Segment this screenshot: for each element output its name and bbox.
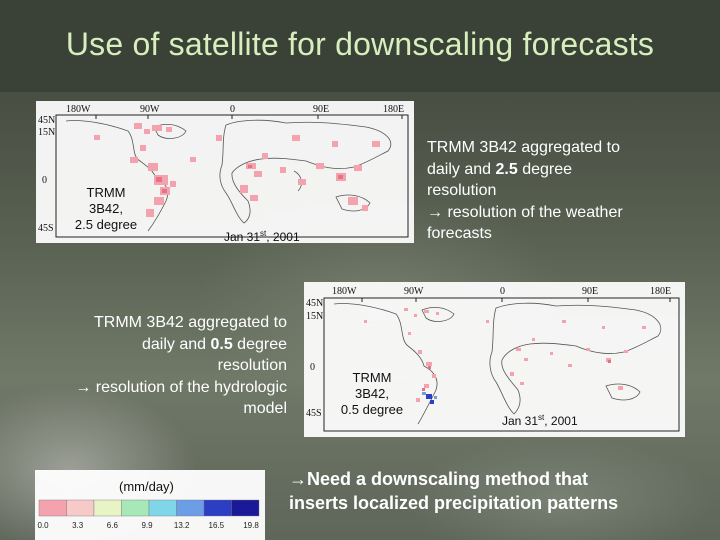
color-scale-tick-label: 3.3 — [72, 521, 84, 530]
precip-map-bottom — [323, 297, 680, 432]
precip-map-top — [55, 114, 409, 238]
map-bottom-label: TRMM 3B42, 0.5 degree — [336, 370, 408, 418]
color-scale-swatch — [203, 499, 232, 517]
map-bottom-lon-90e: 90E — [582, 286, 599, 297]
color-scale-swatch — [93, 499, 122, 517]
map-bottom-lon-180e: 180E — [650, 286, 672, 297]
color-scale-unit: (mm/day) — [119, 479, 174, 494]
map-bottom-lon-0: 0 — [500, 286, 505, 297]
color-scale-tick-label: 9.9 — [141, 521, 153, 530]
color-scale-tick-label: 16.5 — [209, 521, 225, 530]
map-top-date: Jan 31st, 2001 — [224, 229, 300, 244]
map-bottom-lon-180w: 180W — [332, 286, 357, 297]
text-weather-resolution: TRMM 3B42 aggregated to daily and 2.5 de… — [427, 139, 623, 242]
color-scale-swatch — [176, 499, 205, 517]
conclusion-text: →Need a downscaling method that inserts … — [289, 469, 619, 513]
color-scale-tick-label: 0.0 — [37, 521, 49, 530]
map-bottom-date: Jan 31st, 2001 — [502, 413, 578, 428]
color-scale-bar: 0.0 3.3 6.6 9.9 13.2 16.5 19.8 — [37, 499, 260, 530]
map-top-lon-180w: 180W — [66, 104, 91, 115]
color-scale-tick-label: 13.2 — [174, 521, 190, 530]
text-hydrologic-resolution: TRMM 3B42 aggregated to daily and 0.5 de… — [75, 314, 287, 417]
map-top-lat-45s: 45S — [38, 223, 54, 234]
map-top-lat-45n: 45N — [38, 115, 56, 126]
color-scale-swatch — [38, 499, 67, 517]
map-top-label: TRMM 3B42, 2.5 degree — [70, 185, 142, 233]
map-top-lat-0: 0 — [42, 175, 47, 186]
map-top-lon-90w: 90W — [140, 104, 160, 115]
map-top-label-line3: 2.5 degree — [74, 217, 138, 232]
color-scale-swatch — [148, 499, 177, 517]
map-bottom-panel: 180W 90W 0 90E 180E 45N 15N 0 45S TRMM 3… — [304, 282, 685, 437]
map-top-lon-180e: 180E — [383, 104, 405, 115]
map-bottom-label-line2: 3B42, — [355, 386, 389, 401]
color-scale-tick-label: 6.6 — [107, 521, 119, 530]
color-scale-swatch — [231, 499, 260, 517]
map-bottom-lat-15n: 15N — [306, 311, 324, 322]
map-bottom-label-line1: TRMM — [352, 370, 392, 385]
color-scale-swatch — [121, 499, 150, 517]
slide-title: Use of satellite for downscaling forecas… — [65, 26, 655, 62]
map-bottom-lon-90w: 90W — [404, 286, 424, 297]
map-top-label-line2: 3B42, — [89, 201, 123, 216]
color-scale-tick-label: 19.8 — [243, 521, 259, 530]
map-top-panel: 180W 90W 0 90E 180E 45N 15N 0 45S TRMM 3… — [36, 101, 414, 244]
color-scale-legend: (mm/day) 0.0 3.3 6.6 9.9 13.2 16.5 19.8 — [35, 470, 265, 540]
map-bottom-lat-0: 0 — [310, 362, 315, 373]
map-top-lon-0: 0 — [230, 104, 235, 115]
map-bottom-lat-45s: 45S — [306, 408, 322, 419]
map-top-lon-90e: 90E — [313, 104, 330, 115]
map-bottom-label-line3: 0.5 degree — [340, 402, 404, 417]
title-bar — [0, 0, 720, 92]
map-bottom-lat-45n: 45N — [306, 298, 324, 309]
map-top-label-line1: TRMM — [86, 185, 126, 200]
color-scale-swatch — [66, 499, 95, 517]
map-top-lat-15n: 15N — [38, 127, 56, 138]
